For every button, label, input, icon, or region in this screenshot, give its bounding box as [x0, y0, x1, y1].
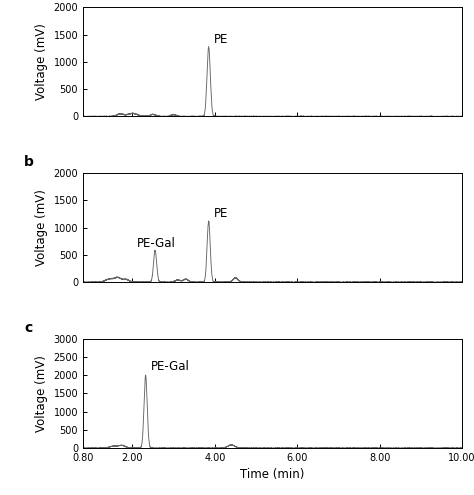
- Text: c: c: [24, 321, 32, 335]
- Text: b: b: [24, 155, 34, 169]
- Y-axis label: Voltage (mV): Voltage (mV): [35, 355, 48, 432]
- Y-axis label: Voltage (mV): Voltage (mV): [35, 23, 48, 100]
- Text: PE: PE: [214, 207, 228, 220]
- Y-axis label: Voltage (mV): Voltage (mV): [35, 189, 48, 266]
- Text: a: a: [24, 0, 34, 3]
- Text: PE: PE: [214, 33, 228, 46]
- X-axis label: Time (min): Time (min): [240, 468, 305, 482]
- Text: PE-Gal: PE-Gal: [137, 237, 176, 249]
- Text: PE-Gal: PE-Gal: [151, 360, 190, 373]
